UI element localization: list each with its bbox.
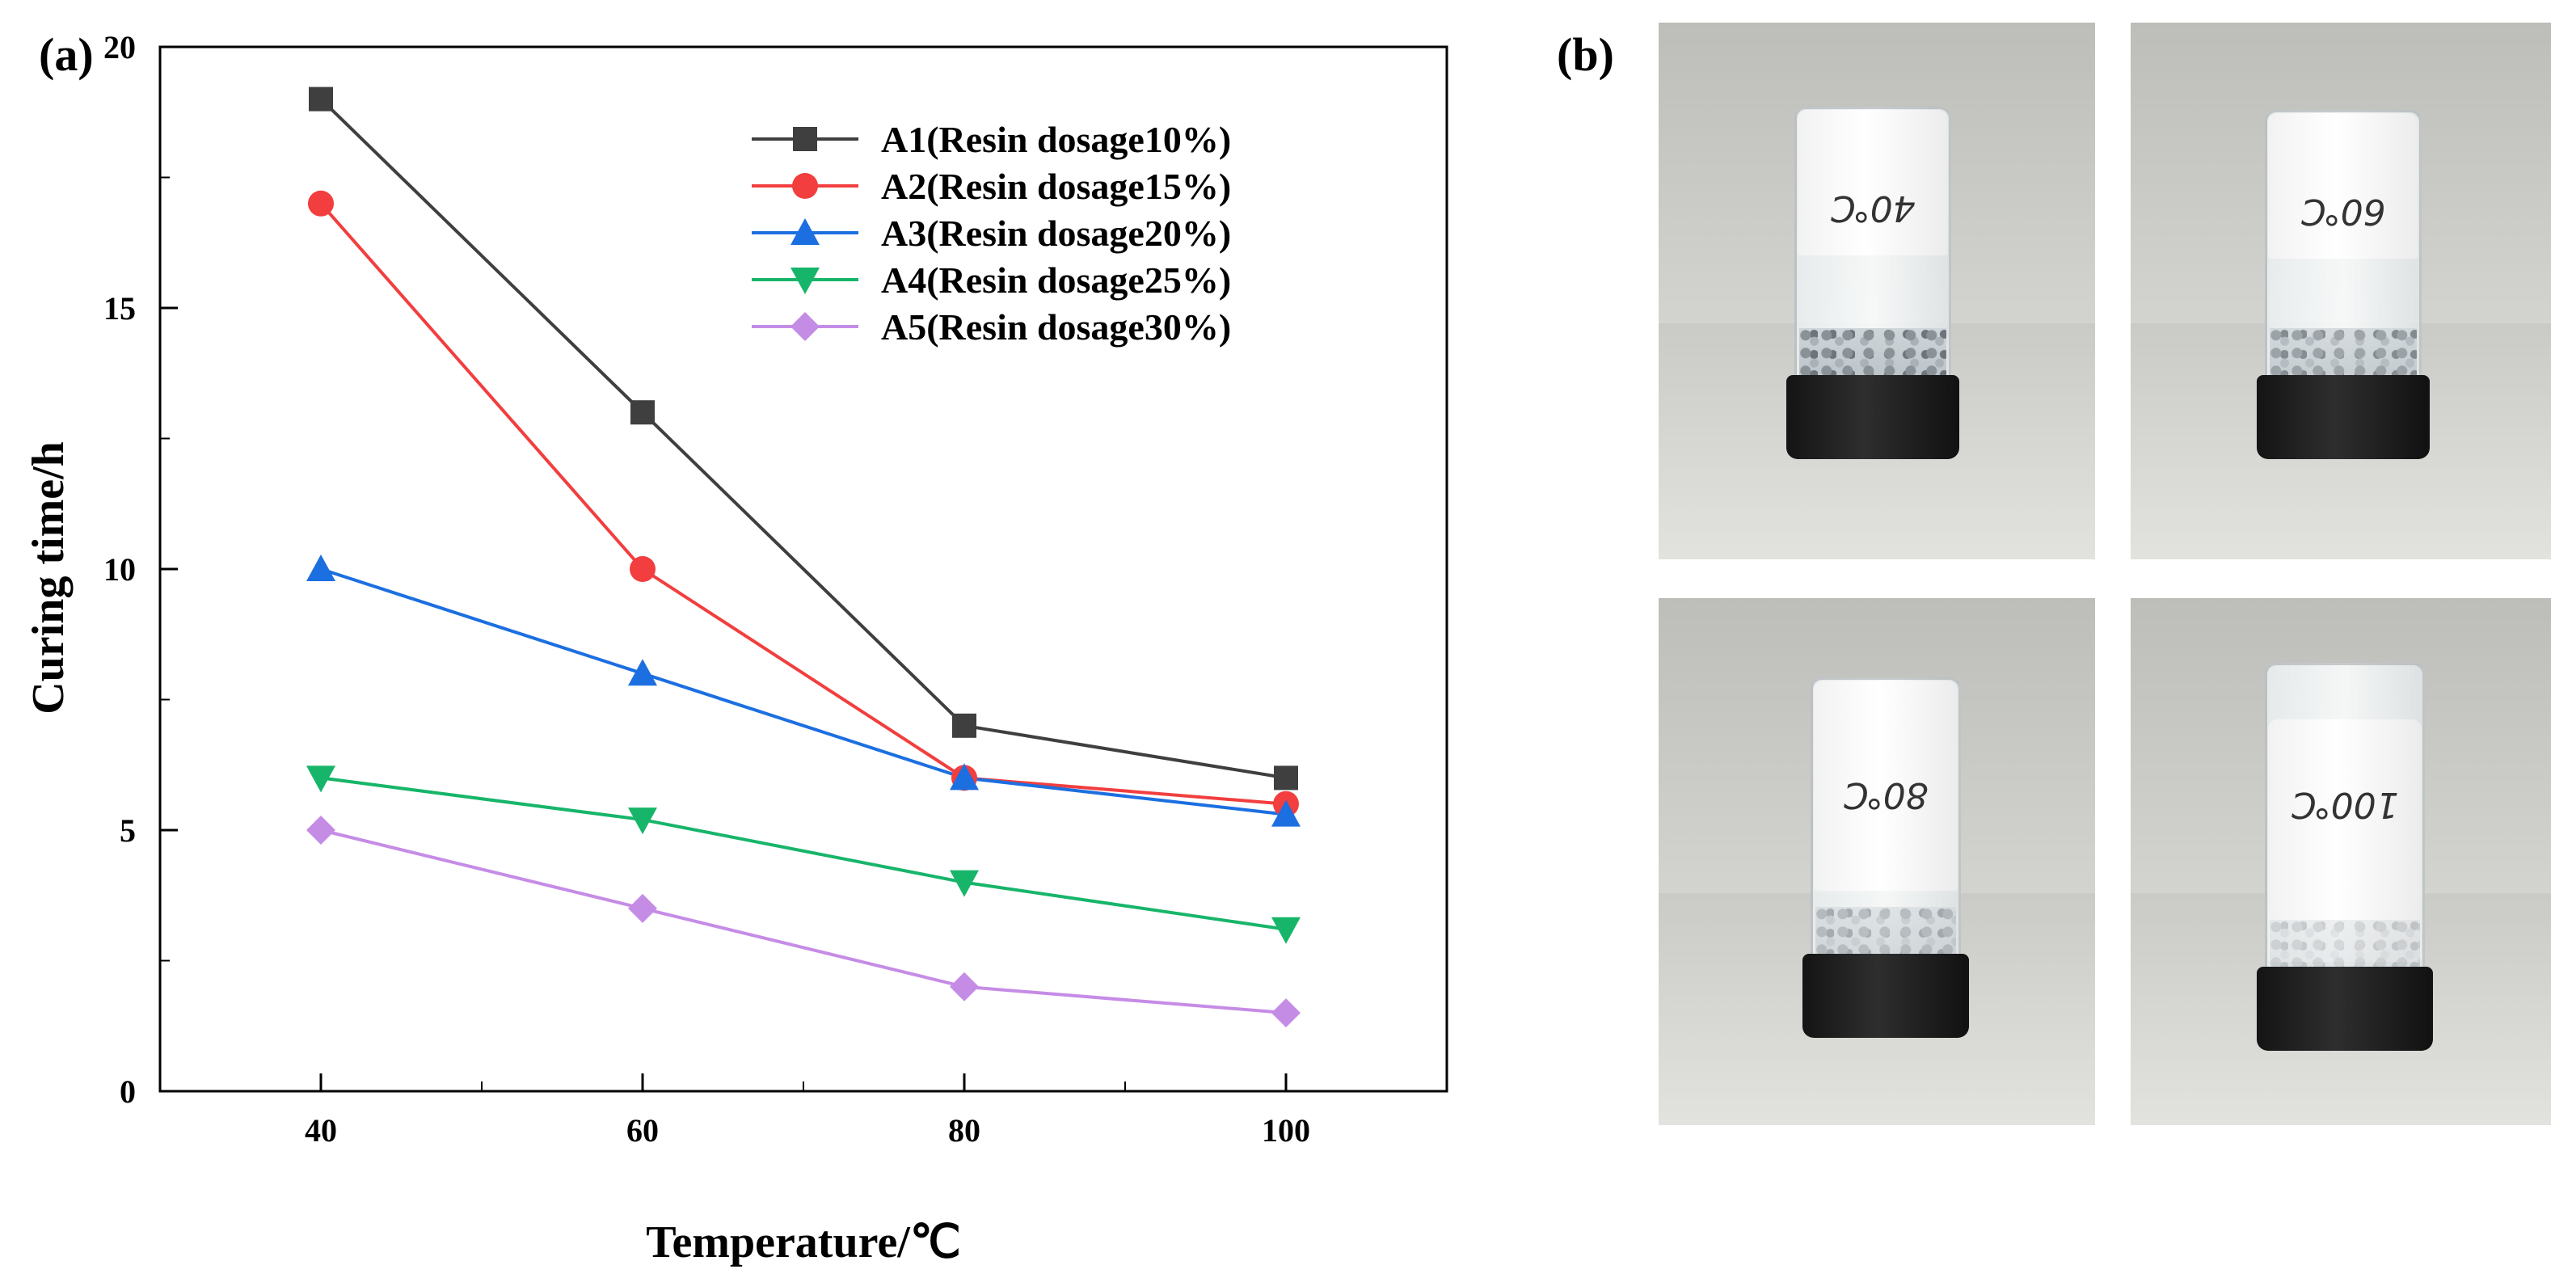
legend-entry: A4(Resin dosage25%): [881, 259, 1231, 301]
data-point-3-2: [628, 659, 657, 686]
photo-60c: 60℃: [2131, 23, 2551, 559]
y-tick-label: 20: [103, 29, 136, 65]
data-point-5-3: [950, 972, 979, 1001]
data-point-5-4: [1271, 998, 1301, 1028]
panel-b-label: (b): [1557, 28, 1614, 81]
vial: 100℃: [2257, 663, 2433, 1051]
legend-entry: A1(Resin dosage10%): [881, 119, 1231, 160]
series-line-2: [319, 202, 1287, 806]
x-tick-label: 40: [305, 1112, 337, 1149]
y-tick-label: 10: [103, 551, 136, 588]
x-axis-label: Temperature/℃: [646, 1217, 961, 1267]
panel-a-label: (a): [39, 28, 94, 81]
legend-marker: [791, 268, 820, 294]
vial-resin: [2268, 719, 2422, 962]
series-line-4: [320, 776, 1287, 931]
vial-cap: [2257, 967, 2433, 1051]
data-point-3-1: [306, 554, 335, 581]
series-line-5: [320, 829, 1287, 1015]
x-tick-label: 100: [1262, 1112, 1310, 1149]
legend-marker: [792, 173, 818, 199]
legend-entry: A2(Resin dosage15%): [881, 166, 1231, 207]
y-tick-label: 5: [120, 812, 136, 849]
photo-40c: 40℃: [1659, 23, 2095, 559]
data-point-4-2: [628, 807, 657, 835]
data-point-3-3: [950, 763, 979, 791]
vial-marking: 100℃: [2291, 784, 2399, 825]
vial-marking: 80℃: [1843, 774, 1929, 816]
data-point-4-4: [1271, 917, 1301, 944]
vial-cap: [1786, 375, 1959, 459]
photo-100c: 100℃: [2131, 598, 2551, 1125]
legend-marker: [791, 218, 820, 245]
vial-resin: [2268, 113, 2418, 259]
curing-time-chart: 0 5 10 15 20 40 60 80 100 A1(Resin dosage10%) A2(…: [23, 29, 1448, 1267]
x-tick-label: 60: [626, 1112, 659, 1149]
data-point-5-2: [628, 893, 657, 923]
legend-marker: [793, 127, 817, 151]
data-point-2-2: [630, 556, 656, 582]
legend-marker: [791, 312, 820, 341]
data-point-1-2: [630, 400, 655, 425]
vial-resin: [1798, 110, 1948, 255]
vial: 80℃: [1802, 677, 1969, 1038]
data-point-4-1: [306, 765, 335, 793]
vial-cap: [1802, 954, 1969, 1038]
x-tick-label: 80: [948, 1112, 980, 1149]
vial-marking: 60℃: [2300, 191, 2386, 232]
data-point-2-1: [308, 190, 334, 217]
vial-resin: [1814, 681, 1958, 891]
data-point-4-3: [950, 870, 979, 897]
y-tick-label: 0: [120, 1073, 136, 1110]
vial: 40℃: [1786, 107, 1959, 459]
vial-cap: [2257, 375, 2430, 459]
y-tick-label: 15: [103, 290, 136, 327]
y-axis-label: Curing time/h: [23, 441, 74, 715]
legend-entry: A3(Resin dosage20%): [881, 213, 1231, 254]
data-point-1-1: [309, 86, 333, 112]
vial-marking: 40℃: [1830, 188, 1916, 229]
data-point-1-3: [952, 713, 976, 738]
data-point-3-4: [1271, 799, 1301, 827]
data-point-5-1: [306, 816, 335, 845]
series-line-1: [319, 98, 1287, 780]
vial: 60℃: [2257, 110, 2430, 459]
data-point-1-4: [1274, 765, 1298, 791]
photo-80c: 80℃: [1659, 598, 2095, 1125]
legend-entry: A5(Resin dosage30%): [881, 306, 1231, 348]
series-line-3: [320, 567, 1287, 816]
